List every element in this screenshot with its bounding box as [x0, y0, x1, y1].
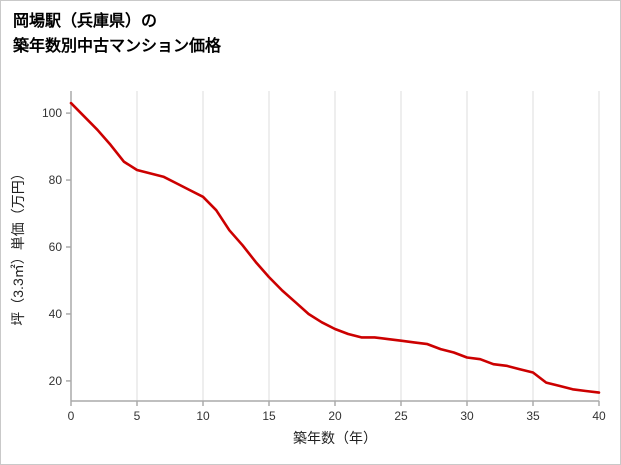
- x-tick-label-5: 5: [134, 409, 141, 423]
- x-tick-label-35: 35: [526, 409, 540, 423]
- y-axis-label: 坪（3.3㎡）単価（万円）: [10, 166, 26, 325]
- price-line-series: [69, 101, 601, 394]
- chart-title: 岡場駅（兵庫県）の 築年数別中古マンション価格: [13, 10, 221, 60]
- x-tick-label-0: 0: [68, 409, 75, 423]
- x-tick-label-20: 20: [328, 409, 342, 423]
- x-axis-label: 築年数（年）: [293, 430, 377, 446]
- y-tick-label-60: 60: [49, 240, 63, 254]
- y-tick-label-20: 20: [49, 374, 63, 388]
- y-tick-label-100: 100: [42, 106, 62, 120]
- y-tick-label-40: 40: [49, 307, 63, 321]
- x-tick-label-30: 30: [460, 409, 474, 423]
- chart-title-line1: 岡場駅（兵庫県）の: [13, 13, 158, 30]
- x-tick-label-25: 25: [394, 409, 408, 423]
- x-tick-label-40: 40: [592, 409, 606, 423]
- x-tick-label-10: 10: [196, 409, 210, 423]
- chart-title-line2: 築年数別中古マンション価格: [13, 37, 222, 55]
- y-tick-label-80: 80: [49, 173, 63, 187]
- x-tick-label-15: 15: [262, 409, 276, 423]
